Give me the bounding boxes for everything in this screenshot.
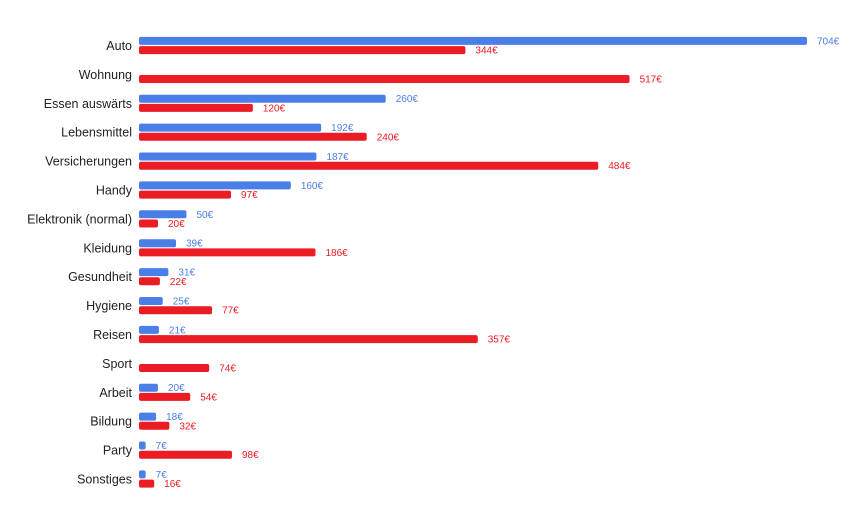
value-label-series1-bildung: 18€ xyxy=(166,412,183,423)
bar-series1-lebensmittel xyxy=(139,123,322,132)
category-label-sport: Sport xyxy=(102,357,132,371)
category-label-handy: Handy xyxy=(96,184,133,198)
bar-series2-gesundheit xyxy=(139,277,160,286)
bar-series2-hygiene xyxy=(139,306,213,315)
bar-series1-reisen xyxy=(139,325,159,334)
category-label-elektronik-normal: Elektronik (normal) xyxy=(27,212,132,226)
category-label-lebensmittel: Lebensmittel xyxy=(61,126,132,140)
value-label-series1-lebensmittel: 192€ xyxy=(331,123,354,134)
value-label-series2-sport: 74€ xyxy=(219,364,236,375)
value-label-series1-sonstiges: 7€ xyxy=(156,470,168,481)
bar-series2-kleidung xyxy=(139,248,316,257)
value-label-series2-hygiene: 77€ xyxy=(222,306,239,317)
category-label-party: Party xyxy=(103,444,133,458)
category-label-kleidung: Kleidung xyxy=(83,241,132,255)
value-label-series1-versicherungen: 187€ xyxy=(326,152,349,163)
category-label-versicherungen: Versicherungen xyxy=(45,155,132,169)
bar-series1-versicherungen xyxy=(139,152,317,161)
bar-series2-lebensmittel xyxy=(139,132,367,141)
value-label-series2-gesundheit: 22€ xyxy=(170,277,187,288)
value-label-series1-essen-auswarts: 260€ xyxy=(396,94,419,105)
value-label-series2-elektronik-normal: 20€ xyxy=(168,219,185,230)
category-label-reisen: Reisen xyxy=(93,328,132,342)
value-label-series2-lebensmittel: 240€ xyxy=(377,132,400,143)
value-label-series1-elektronik-normal: 50€ xyxy=(196,210,213,221)
bar-series2-party xyxy=(139,450,232,459)
bar-series1-sonstiges xyxy=(139,470,146,479)
value-label-series1-kleidung: 39€ xyxy=(186,239,203,250)
value-label-series2-essen-auswarts: 120€ xyxy=(263,103,286,114)
bar-series2-bildung xyxy=(139,421,170,430)
bar-series2-arbeit xyxy=(139,392,191,401)
category-label-gesundheit: Gesundheit xyxy=(68,270,132,284)
category-label-essen-auswarts: Essen auswärts xyxy=(44,97,132,111)
bar-series1-handy xyxy=(139,181,291,190)
category-label-hygiene: Hygiene xyxy=(86,299,132,313)
value-label-series1-hygiene: 25€ xyxy=(173,297,190,308)
bar-series1-elektronik-normal xyxy=(139,210,187,219)
bar-series1-arbeit xyxy=(139,383,158,392)
bar-series1-bildung xyxy=(139,412,157,421)
value-label-series2-arbeit: 54€ xyxy=(200,392,217,403)
value-label-series1-arbeit: 20€ xyxy=(168,383,185,394)
category-label-sonstiges: Sonstiges xyxy=(77,473,132,487)
bar-series2-handy xyxy=(139,190,232,199)
value-label-series2-kleidung: 186€ xyxy=(325,248,348,259)
bar-series2-auto xyxy=(139,46,466,55)
value-label-series2-auto: 344€ xyxy=(475,46,498,57)
bar-series1-auto xyxy=(139,36,807,45)
value-label-series2-bildung: 32€ xyxy=(179,421,196,432)
category-label-bildung: Bildung xyxy=(90,415,132,429)
value-label-series2-handy: 97€ xyxy=(241,190,258,201)
bar-series1-hygiene xyxy=(139,297,163,305)
bar-series1-kleidung xyxy=(139,239,177,248)
value-label-series1-gesundheit: 31€ xyxy=(178,268,195,279)
bar-series2-sport xyxy=(139,364,210,372)
value-label-series1-handy: 160€ xyxy=(301,181,324,192)
category-label-arbeit: Arbeit xyxy=(99,386,132,400)
bar-series2-reisen xyxy=(139,335,478,344)
bar-series2-essen-auswarts xyxy=(139,103,253,112)
value-label-series1-party: 7€ xyxy=(156,441,168,452)
bar-series2-sonstiges xyxy=(139,479,155,488)
bar-series1-gesundheit xyxy=(139,268,169,277)
value-label-series1-auto: 704€ xyxy=(817,36,840,47)
bar-series1-essen-auswarts xyxy=(139,94,386,103)
category-label-wohnung: Wohnung xyxy=(79,68,132,82)
bar-series2-wohnung xyxy=(139,75,630,83)
value-label-series1-reisen: 21€ xyxy=(169,325,186,336)
value-label-series2-wohnung: 517€ xyxy=(640,75,663,86)
bar-series2-elektronik-normal xyxy=(139,219,158,228)
value-label-series2-reisen: 357€ xyxy=(488,335,511,346)
value-label-series2-sonstiges: 16€ xyxy=(164,479,181,490)
bar-series2-versicherungen xyxy=(139,161,599,170)
category-label-auto: Auto xyxy=(106,39,132,53)
bar-series1-party xyxy=(139,441,146,450)
value-label-series2-versicherungen: 484€ xyxy=(608,161,631,172)
value-label-series2-party: 98€ xyxy=(242,450,259,461)
